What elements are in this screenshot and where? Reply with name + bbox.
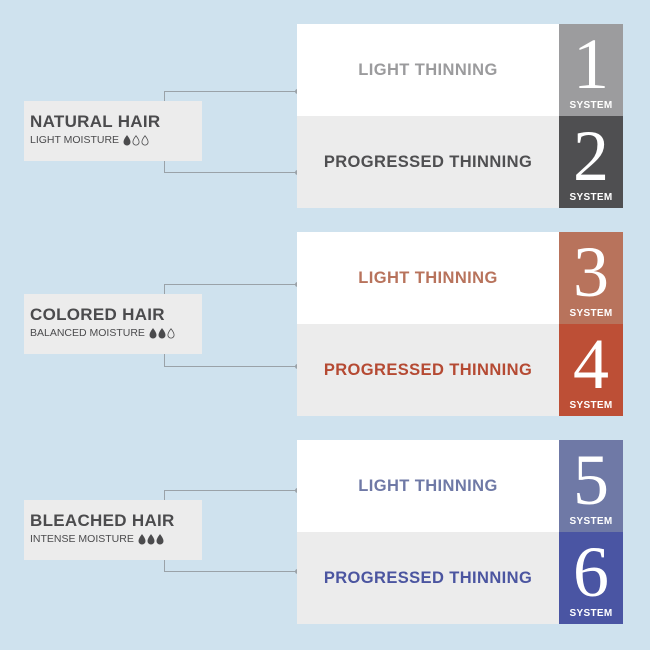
system-badge-6[interactable]: 6 SYSTEM — [559, 532, 623, 624]
connector-line — [164, 490, 297, 491]
system-number: 1 — [573, 24, 609, 104]
connector-line — [164, 284, 297, 285]
row-label: LIGHT THINNING — [358, 476, 498, 495]
drop-filled-icon — [138, 533, 146, 544]
row-light-thinning[interactable]: LIGHT THINNING — [297, 440, 559, 532]
connector-line — [164, 91, 165, 101]
hair-type-box: COLORED HAIR BALANCED MOISTURE — [24, 294, 202, 354]
system-label: SYSTEM — [569, 516, 613, 527]
system-number: 5 — [573, 440, 609, 520]
drop-filled-icon — [149, 327, 157, 338]
row-label: PROGRESSED THINNING — [323, 360, 533, 379]
system-badge-1[interactable]: 1 SYSTEM — [559, 24, 623, 116]
moisture-label: BALANCED MOISTURE — [30, 327, 145, 339]
connector-line — [164, 490, 165, 500]
drop-outline-icon — [141, 134, 149, 145]
system-badge-5[interactable]: 5 SYSTEM — [559, 440, 623, 532]
connector-line — [164, 161, 165, 172]
connector-line — [164, 91, 297, 92]
row-progressed-thinning[interactable]: PROGRESSED THINNING — [297, 324, 559, 416]
hair-type-name: BLEACHED HAIR — [30, 511, 175, 530]
system-badge-3[interactable]: 3 SYSTEM — [559, 232, 623, 324]
hair-type-box: NATURAL HAIR LIGHT MOISTURE — [24, 101, 202, 161]
row-progressed-thinning[interactable]: PROGRESSED THINNING — [297, 116, 559, 208]
system-label: SYSTEM — [569, 192, 613, 203]
connector-line — [164, 560, 165, 571]
system-label: SYSTEM — [569, 308, 613, 319]
drop-outline-icon — [132, 134, 140, 145]
system-number: 3 — [573, 232, 609, 312]
row-label: LIGHT THINNING — [358, 268, 498, 287]
system-number: 6 — [573, 532, 609, 612]
connector-line — [164, 366, 297, 367]
system-badge-2[interactable]: 2 SYSTEM — [559, 116, 623, 208]
system-label: SYSTEM — [569, 608, 613, 619]
row-label: PROGRESSED THINNING — [323, 568, 533, 587]
moisture-drops — [123, 134, 149, 146]
hair-type-box: BLEACHED HAIR INTENSE MOISTURE — [24, 500, 202, 560]
drop-outline-icon — [167, 327, 175, 338]
drop-filled-icon — [123, 134, 131, 145]
moisture-drops — [138, 533, 164, 545]
row-light-thinning[interactable]: LIGHT THINNING — [297, 232, 559, 324]
drop-filled-icon — [158, 327, 166, 338]
moisture-label: LIGHT MOISTURE — [30, 134, 120, 146]
moisture-label: INTENSE MOISTURE — [30, 533, 134, 545]
system-label: SYSTEM — [569, 100, 613, 111]
system-label: SYSTEM — [569, 400, 613, 411]
moisture-drops — [149, 327, 175, 339]
connector-line — [164, 284, 165, 294]
system-number: 2 — [573, 116, 609, 196]
row-label: PROGRESSED THINNING — [323, 152, 533, 171]
row-light-thinning[interactable]: LIGHT THINNING — [297, 24, 559, 116]
hair-type-name: COLORED HAIR — [30, 305, 165, 324]
connector-line — [164, 172, 297, 173]
connector-line — [164, 354, 165, 366]
connector-line — [164, 571, 297, 572]
drop-filled-icon — [147, 533, 155, 544]
system-number: 4 — [573, 324, 609, 404]
row-label: LIGHT THINNING — [358, 60, 498, 79]
drop-filled-icon — [156, 533, 164, 544]
system-badge-4[interactable]: 4 SYSTEM — [559, 324, 623, 416]
hair-type-name: NATURAL HAIR — [30, 112, 161, 131]
row-progressed-thinning[interactable]: PROGRESSED THINNING — [297, 532, 559, 624]
